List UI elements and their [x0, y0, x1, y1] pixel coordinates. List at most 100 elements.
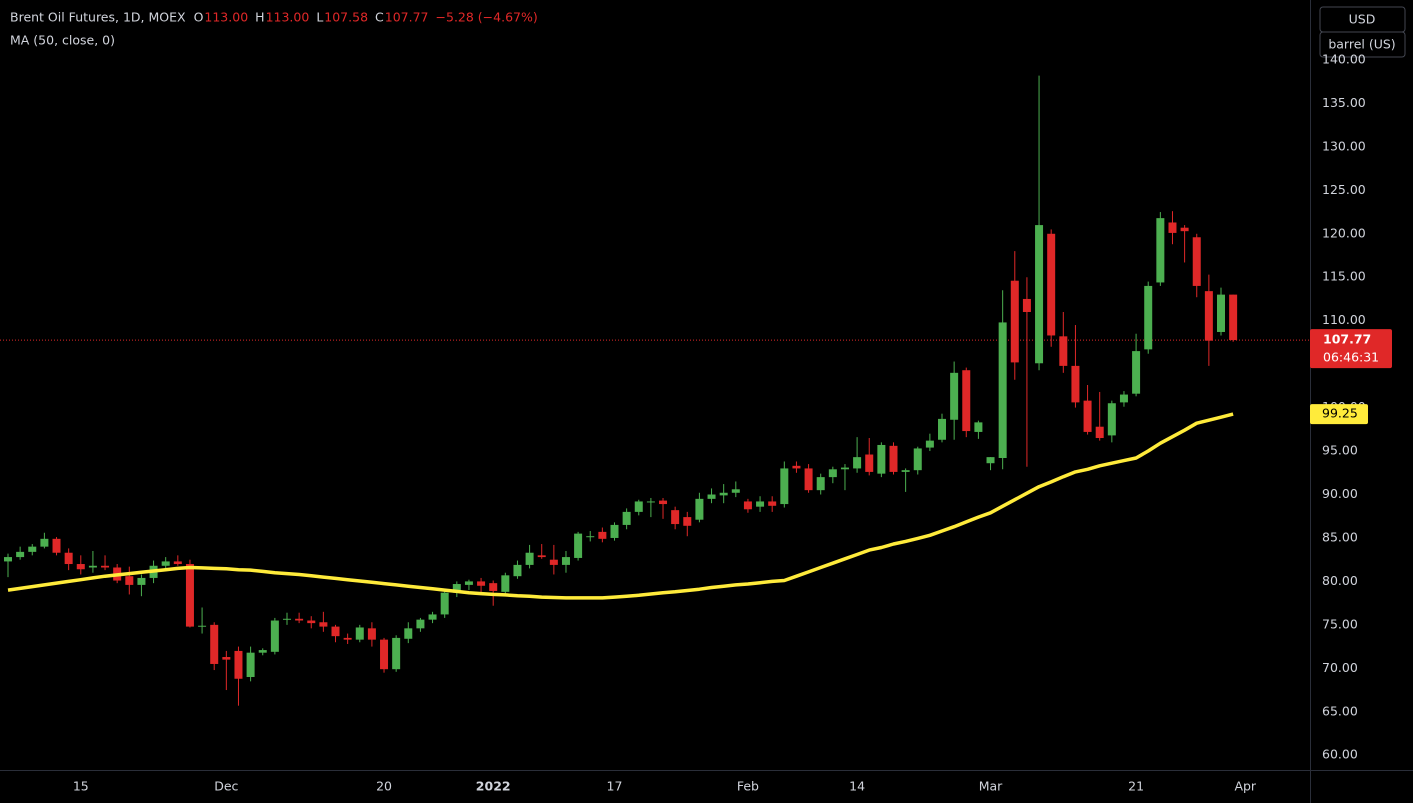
candle-body [452, 584, 461, 593]
candle-body [1144, 285, 1153, 350]
candle-body [1059, 336, 1068, 366]
candle-body [877, 444, 886, 474]
candle-body [331, 626, 340, 637]
candle-body [1035, 225, 1044, 364]
candle-body [586, 536, 595, 538]
x-tick-label: Dec [214, 779, 238, 794]
x-tick-label: Apr [1234, 779, 1256, 794]
candle-body [343, 637, 352, 640]
countdown-label: 06:46:31 [1323, 350, 1379, 365]
candle-body [137, 577, 146, 585]
candle-body [513, 564, 522, 577]
candle-body [537, 555, 546, 558]
y-tick-label: 95.00 [1322, 443, 1358, 458]
y-tick-label: 90.00 [1322, 486, 1358, 501]
x-tick-label: 17 [607, 779, 623, 794]
candle-body [974, 422, 983, 432]
candle-body [695, 498, 704, 520]
candle-body [198, 625, 207, 627]
ohlc-key: O [194, 10, 204, 25]
y-tick-label: 130.00 [1322, 138, 1366, 153]
candle-body [804, 468, 813, 491]
candle-body [1107, 403, 1116, 436]
candle-body [756, 501, 765, 507]
candle-body [1156, 218, 1165, 283]
candle-body [477, 581, 486, 586]
candle-body [161, 561, 170, 566]
currency[interactable]: USD [1349, 12, 1376, 27]
candle-body [1047, 233, 1056, 336]
candle-body [88, 565, 97, 568]
candle-body [367, 628, 376, 640]
candle-body [40, 538, 49, 547]
candle-body [125, 576, 134, 585]
candle-body [865, 454, 874, 472]
candle-body [501, 575, 510, 592]
y-tick-label: 80.00 [1322, 573, 1358, 588]
last-price-label: 107.77 [1323, 332, 1371, 347]
x-tick-label: 15 [73, 779, 89, 794]
candle-body [731, 489, 740, 493]
unit[interactable]: barrel (US) [1328, 37, 1395, 52]
candle-body [1022, 298, 1031, 312]
candle-body [1132, 351, 1141, 394]
candle-body [671, 510, 680, 525]
candle-body [828, 469, 837, 478]
candle-body [355, 627, 364, 640]
candle-body [998, 322, 1007, 459]
x-tick-label: Feb [737, 779, 759, 794]
unit-box[interactable] [1319, 31, 1406, 58]
x-tick-label: 21 [1128, 779, 1144, 794]
x-tick-label: Mar [979, 779, 1003, 794]
y-tick-label: 140.00 [1322, 51, 1366, 66]
candle-body [307, 620, 316, 624]
x-tick-label: 2022 [476, 779, 511, 794]
candle-body [719, 492, 728, 496]
x-tick-label: 14 [849, 779, 865, 794]
plot-area [0, 75, 1310, 706]
candle-body [185, 564, 194, 627]
candle-body [816, 477, 825, 491]
candle-body [792, 465, 801, 469]
candle-body [1229, 294, 1238, 341]
candle-body [525, 552, 534, 565]
candle-body [634, 501, 643, 512]
candle-body [76, 564, 85, 570]
candle-body [428, 614, 437, 620]
change-value: −5.28 (−4.67%) [436, 10, 538, 25]
candle-body [440, 592, 449, 615]
candle-body [622, 511, 631, 525]
ma-badge [1310, 404, 1368, 425]
candle-body [380, 639, 389, 670]
candle-body [1083, 400, 1092, 432]
candle-body [1119, 394, 1128, 403]
y-tick-label: 120.00 [1322, 225, 1366, 240]
candle-body [610, 524, 619, 538]
candle-body [282, 618, 291, 620]
candle-body [549, 559, 558, 565]
ohlc-value: 113.00 [204, 10, 248, 25]
candle-body [925, 440, 934, 448]
y-tick-label: 115.00 [1322, 269, 1366, 284]
candle-body [222, 657, 231, 660]
candle-body [743, 501, 752, 510]
candle-body [574, 533, 583, 558]
candle-body [64, 552, 73, 565]
candle-body [1095, 426, 1104, 439]
candle-body [780, 468, 789, 505]
ohlc-key: H [255, 10, 264, 25]
y-tick-label: 75.00 [1322, 616, 1358, 631]
candle-body [101, 565, 110, 568]
candle-body [1204, 291, 1213, 341]
candle-body [4, 557, 12, 562]
candle-body [295, 618, 304, 621]
candle-body [416, 619, 425, 629]
y-tick-label: 60.00 [1322, 747, 1358, 762]
candle-body [1010, 280, 1019, 363]
candle-body [1071, 365, 1080, 403]
candle-body [464, 581, 473, 585]
y-tick-label: 85.00 [1322, 529, 1358, 544]
candle-body [598, 531, 607, 539]
